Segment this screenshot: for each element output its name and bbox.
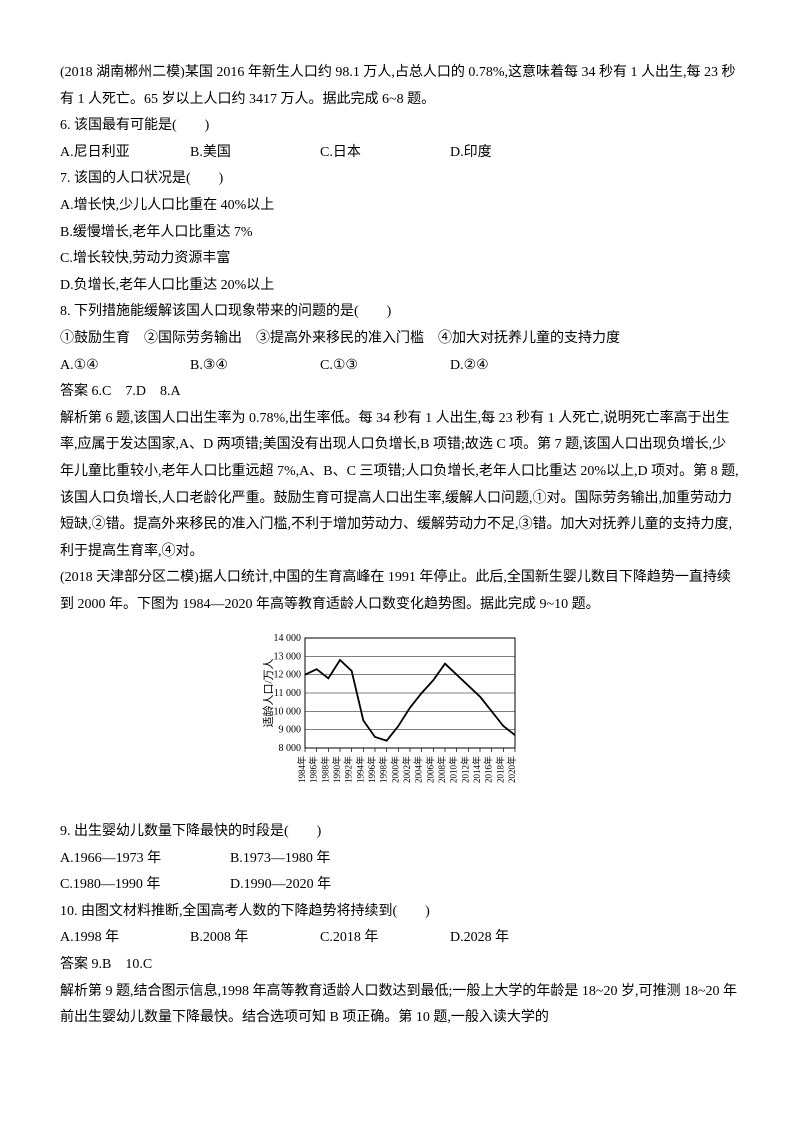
svg-text:12 000: 12 000 [274,670,302,681]
q9-opt-c: C.1980—1990 年 [60,872,230,899]
q8-opt-d: D.②④ [450,353,580,380]
explanation-6-8: 解析第 6 题,该国人口出生率为 0.78%,出生率低。每 34 秒有 1 人出… [60,406,740,566]
svg-text:2006年: 2006年 [424,756,435,783]
q8-items: ①鼓励生育 ②国际劳务输出 ③提高外来移民的准入门槛 ④加大对抚养儿童的支持力度 [60,326,740,353]
svg-text:1990年: 1990年 [331,756,342,783]
q9-opt-d: D.1990—2020 年 [230,872,400,899]
q7-opt-d: D.负增长,老年人口比重达 20%以上 [60,273,740,300]
svg-text:2010年: 2010年 [448,756,459,783]
q6-opt-c: C.日本 [320,140,450,167]
q6-options: A.尼日利亚 B.美国 C.日本 D.印度 [60,140,740,167]
svg-text:2020年: 2020年 [506,756,517,783]
svg-text:9 000: 9 000 [279,725,302,736]
svg-text:2012年: 2012年 [459,756,470,783]
q7-opt-b: B.缓慢增长,老年人口比重达 7% [60,220,740,247]
q9-stem: 9. 出生婴幼儿数量下降最快的时段是( ) [60,819,740,846]
svg-text:2004年: 2004年 [413,756,424,783]
svg-text:1984年: 1984年 [296,756,307,783]
q10-stem: 10. 由图文材料推断,全国高考人数的下降趋势将持续到( ) [60,899,740,926]
svg-text:2000年: 2000年 [389,756,400,783]
q10-opt-c: C.2018 年 [320,925,450,952]
q6-stem: 6. 该国最有可能是( ) [60,113,740,140]
svg-text:13 000: 13 000 [274,652,302,663]
q8-opt-c: C.①③ [320,353,450,380]
q10-opt-d: D.2028 年 [450,925,580,952]
q10-opt-b: B.2008 年 [190,925,320,952]
q7-stem: 7. 该国的人口状况是( ) [60,166,740,193]
q6-opt-d: D.印度 [450,140,580,167]
explanation-9-10: 解析第 9 题,结合图示信息,1998 年高等教育适龄人口数达到最低;一般上大学… [60,979,740,1032]
svg-text:1988年: 1988年 [319,756,330,783]
line-chart-svg: 8 000 9 000 10 000 11 000 12 000 13 000 14 000… [260,628,540,798]
q10-opt-a: A.1998 年 [60,925,190,952]
q10-options: A.1998 年 B.2008 年 C.2018 年 D.2028 年 [60,925,740,952]
svg-text:11 000: 11 000 [274,688,301,699]
q6-opt-b: B.美国 [190,140,320,167]
svg-text:2016年: 2016年 [483,756,494,783]
svg-text:14 000: 14 000 [274,633,302,644]
answers-6-8: 答案 6.C 7.D 8.A [60,379,740,406]
svg-text:适龄人口/万人: 适龄人口/万人 [261,659,275,728]
q7-opt-a: A.增长快,少儿人口比重在 40%以上 [60,193,740,220]
svg-text:8 000: 8 000 [279,743,302,754]
svg-text:2018年: 2018年 [494,756,505,783]
passage-intro: (2018 湖南郴州二模)某国 2016 年新生人口约 98.1 万人,占总人口… [60,60,740,113]
q8-opt-a: A.①④ [60,353,190,380]
q8-stem: 8. 下列措施能缓解该国人口现象带来的问题的是( ) [60,299,740,326]
q9-opt-a: A.1966—1973 年 [60,846,230,873]
svg-text:1996年: 1996年 [366,756,377,783]
svg-text:2008年: 2008年 [436,756,447,783]
svg-text:1992年: 1992年 [343,756,354,783]
q9-options: A.1966—1973 年 B.1973—1980 年 [60,846,740,873]
q6-opt-a: A.尼日利亚 [60,140,190,167]
svg-text:2002年: 2002年 [401,756,412,783]
q8-options: A.①④ B.③④ C.①③ D.②④ [60,353,740,380]
q9-opt-b: B.1973—1980 年 [230,846,400,873]
population-chart: 8 000 9 000 10 000 11 000 12 000 13 000 14 000… [60,628,740,809]
svg-text:10 000: 10 000 [274,707,302,718]
svg-text:1986年: 1986年 [308,756,319,783]
svg-text:1998年: 1998年 [378,756,389,783]
q9-options-2: C.1980—1990 年 D.1990—2020 年 [60,872,740,899]
answers-9-10: 答案 9.B 10.C [60,952,740,979]
svg-text:1994年: 1994年 [354,756,365,783]
passage2-intro: (2018 天津部分区二模)据人口统计,中国的生育高峰在 1991 年停止。此后… [60,565,740,618]
q7-opt-c: C.增长较快,劳动力资源丰富 [60,246,740,273]
q8-opt-b: B.③④ [190,353,320,380]
svg-text:2014年: 2014年 [471,756,482,783]
